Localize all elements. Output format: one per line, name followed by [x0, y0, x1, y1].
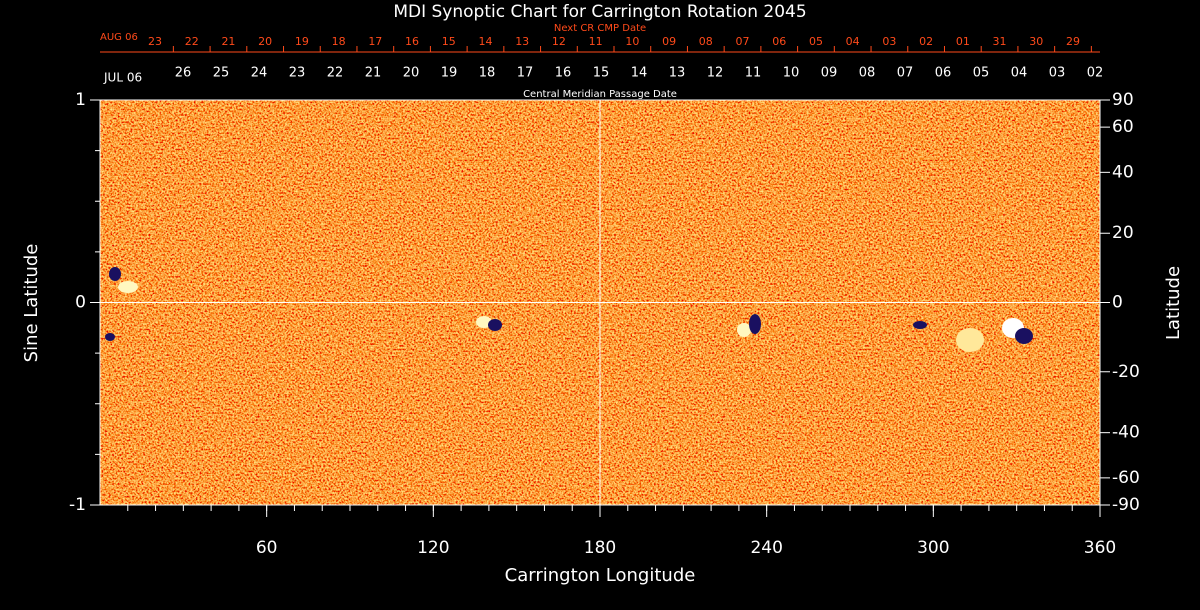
date-label: 04 [846, 35, 860, 48]
date-label: 30 [1029, 35, 1043, 48]
date-axis-start: JUL 06 [103, 71, 142, 85]
date-label: 13 [669, 66, 686, 81]
active-regions [105, 267, 1033, 352]
date-label: 14 [478, 35, 492, 48]
date-axis-title: Central Meridian Passage Date [523, 89, 677, 100]
y2-tick-label: 0 [1112, 293, 1123, 313]
date-label: 08 [859, 66, 876, 81]
y-axis-label: Sine Latitude [21, 244, 42, 363]
date-label: 11 [745, 66, 762, 81]
date-label: 09 [821, 66, 838, 81]
y-tick-label: 1 [75, 90, 86, 110]
y2-tick-label: -40 [1112, 423, 1140, 443]
date-label: 05 [973, 66, 990, 81]
date-label: 08 [699, 35, 713, 48]
y2-tick-label: 60 [1112, 117, 1134, 137]
date-label: 09 [662, 35, 676, 48]
region [749, 314, 761, 334]
date-axis-title: Next CR CMP Date [554, 23, 646, 34]
date-label: 18 [332, 35, 346, 48]
date-label: 07 [736, 35, 750, 48]
date-label: 20 [403, 66, 420, 81]
date-label: 10 [625, 35, 639, 48]
date-label: 14 [631, 66, 648, 81]
region [1015, 328, 1033, 344]
date-label: 21 [365, 66, 382, 81]
date-label: 31 [993, 35, 1007, 48]
date-label: 19 [441, 66, 458, 81]
date-label: 29 [1066, 35, 1080, 48]
date-label: 17 [368, 35, 382, 48]
x-tick-label: 300 [917, 538, 949, 558]
date-label: 05 [809, 35, 823, 48]
region [737, 323, 751, 337]
date-label: 17 [517, 66, 534, 81]
x-tick-label: 180 [584, 538, 616, 558]
date-label: 15 [442, 35, 456, 48]
x-tick-label: 60 [256, 538, 278, 558]
date-label: 03 [882, 35, 896, 48]
date-label: 07 [897, 66, 914, 81]
date-label: 12 [707, 66, 724, 81]
date-label: 02 [919, 35, 933, 48]
y2-tick-label: 90 [1112, 90, 1134, 110]
x-tick-label: 240 [750, 538, 782, 558]
date-label: 06 [935, 66, 952, 81]
chart-title: MDI Synoptic Chart for Carrington Rotati… [393, 2, 806, 22]
region [118, 281, 138, 293]
date-label: 19 [295, 35, 309, 48]
y2-tick-label: -90 [1112, 495, 1140, 515]
date-label: 26 [175, 66, 192, 81]
x-tick-label: 120 [417, 538, 449, 558]
region [105, 333, 115, 341]
region [913, 321, 927, 329]
date-label: 16 [405, 35, 419, 48]
region [488, 319, 502, 331]
date-label: 23 [289, 66, 306, 81]
date-label: 03 [1049, 66, 1066, 81]
date-label: 04 [1011, 66, 1028, 81]
date-label: 24 [251, 66, 268, 81]
y2-tick-label: -20 [1112, 362, 1140, 382]
y2-axis-label: Latitude [1163, 266, 1184, 340]
date-label: 25 [213, 66, 230, 81]
date-label: 12 [552, 35, 566, 48]
date-label: 20 [258, 35, 272, 48]
region [109, 267, 121, 281]
date-label: 06 [772, 35, 786, 48]
y-tick-label: 0 [75, 293, 86, 313]
date-label: 10 [783, 66, 800, 81]
y2-tick-label: -60 [1112, 468, 1140, 488]
date-label: 16 [555, 66, 572, 81]
date-label: 21 [221, 35, 235, 48]
date-label: 18 [479, 66, 496, 81]
x-axis-label: Carrington Longitude [505, 565, 696, 586]
date-label: 22 [185, 35, 199, 48]
date-label: 23 [148, 35, 162, 48]
date-label: 15 [593, 66, 610, 81]
date-label: 22 [327, 66, 344, 81]
y-tick-label: -1 [69, 495, 86, 515]
date-label: 11 [589, 35, 603, 48]
x-tick-label: 360 [1084, 538, 1116, 558]
date-label: 01 [956, 35, 970, 48]
date-label: 02 [1087, 66, 1104, 81]
date-label: 13 [515, 35, 529, 48]
date-axis-start: AUG 06 [100, 32, 138, 43]
region [956, 328, 984, 352]
y2-tick-label: 40 [1112, 162, 1134, 182]
y2-tick-label: 20 [1112, 223, 1134, 243]
